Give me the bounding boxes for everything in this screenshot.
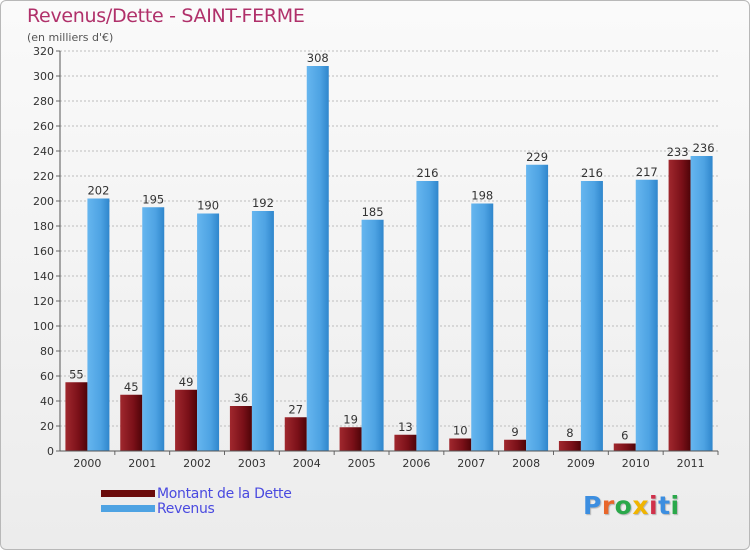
- data-label: 216: [416, 166, 438, 180]
- y-tick-label: 200: [33, 195, 54, 208]
- bar-revenus: [580, 181, 603, 451]
- bar-revenus: [416, 181, 439, 451]
- bar-dette: [284, 417, 307, 451]
- x-tick-label: 2004: [293, 457, 321, 470]
- logo-letter: x: [632, 491, 649, 520]
- bar-revenus: [306, 66, 329, 451]
- x-tick-label: 2010: [622, 457, 650, 470]
- data-label: 192: [252, 196, 274, 210]
- x-tick-label: 2001: [128, 457, 156, 470]
- data-label: 229: [526, 150, 548, 164]
- logo-letter: r: [601, 491, 615, 520]
- bar-dette: [229, 406, 252, 451]
- x-tick-label: 2003: [238, 457, 266, 470]
- bar-revenus: [197, 213, 220, 451]
- x-tick-label: 2000: [73, 457, 101, 470]
- y-tick-label: 320: [33, 45, 54, 58]
- bar-revenus: [471, 203, 494, 451]
- legend-swatch-revenus: [101, 505, 155, 512]
- x-tick-label: 2006: [402, 457, 430, 470]
- bar-dette: [120, 394, 143, 451]
- logo-letter: i: [649, 491, 659, 520]
- bar-dette: [339, 427, 362, 451]
- y-tick-label: 40: [40, 395, 54, 408]
- logo-letter: o: [614, 491, 633, 520]
- bar-revenus: [690, 156, 713, 451]
- legend-swatch-dette: [101, 490, 155, 497]
- data-label: 308: [307, 51, 329, 65]
- data-label: 185: [362, 205, 384, 219]
- y-tick-label: 220: [33, 170, 54, 183]
- data-label: 27: [288, 402, 303, 416]
- x-axis-ticks: 2000 2001 2002 2003 2004 2005 2006 2007 2008 2009…: [73, 451, 719, 470]
- data-label: 10: [453, 424, 468, 438]
- data-label: 202: [87, 184, 109, 198]
- y-tick-label: 160: [33, 245, 54, 258]
- data-label: 49: [179, 375, 194, 389]
- y-tick-label: 240: [33, 145, 54, 158]
- data-label: 198: [471, 189, 493, 203]
- y-axis-ticks: 0 20 40 60 80 100 120 140 160 180 200 220 240 260 280 3…: [33, 45, 60, 458]
- data-label: 190: [197, 199, 219, 213]
- data-label: 8: [566, 426, 573, 440]
- data-label: 216: [581, 166, 603, 180]
- y-tick-label: 140: [33, 270, 54, 283]
- grid-lines: [60, 50, 718, 452]
- bar-dette: [175, 389, 198, 451]
- bar-dette: [558, 441, 581, 451]
- x-tick-label: 2008: [512, 457, 540, 470]
- logo-letter: P: [583, 491, 602, 520]
- legend-label-dette: Montant de la Dette: [157, 486, 292, 502]
- data-label: 236: [693, 141, 715, 155]
- x-tick-label: 2007: [457, 457, 485, 470]
- x-tick-label: 2002: [183, 457, 211, 470]
- bar-revenus: [87, 198, 110, 451]
- y-tick-label: 20: [40, 420, 54, 433]
- chart-subtitle: (en milliers d'€): [27, 31, 114, 44]
- x-tick-label: 2009: [567, 457, 595, 470]
- y-tick-label: 0: [47, 445, 54, 458]
- data-label: 6: [621, 429, 628, 443]
- bar-revenus: [361, 219, 384, 451]
- y-tick-label: 60: [40, 370, 54, 383]
- data-labels: 55 202 45 195 49 190 36 192 27 308 19 185 13 216 10 198…: [69, 51, 714, 443]
- bar-dette: [613, 443, 636, 451]
- proxiti-logo: Proxiti: [583, 491, 680, 520]
- data-label: 55: [69, 367, 84, 381]
- chart-title: Revenus/Dette - SAINT-FERME: [27, 5, 305, 27]
- data-label: 217: [636, 165, 658, 179]
- logo-letter: t: [658, 491, 671, 520]
- logo-letter: i: [670, 491, 680, 520]
- bar-revenus: [251, 211, 274, 451]
- bar-revenus: [526, 164, 549, 451]
- y-tick-label: 100: [33, 320, 54, 333]
- axes: [59, 51, 718, 452]
- data-label: 9: [511, 425, 518, 439]
- y-tick-label: 300: [33, 70, 54, 83]
- bar-dette: [394, 434, 417, 451]
- data-label: 195: [142, 192, 164, 206]
- data-label: 36: [234, 391, 249, 405]
- bar-dette: [504, 439, 527, 451]
- data-label: 19: [343, 412, 358, 426]
- legend-label-revenus: Revenus: [157, 501, 215, 517]
- data-label: 233: [667, 145, 689, 159]
- data-label: 13: [398, 420, 413, 434]
- y-tick-label: 80: [40, 345, 54, 358]
- bar-dette: [449, 438, 472, 451]
- y-tick-label: 280: [33, 95, 54, 108]
- data-label: 45: [124, 380, 139, 394]
- x-tick-label: 2005: [348, 457, 376, 470]
- x-tick-label: 2011: [677, 457, 705, 470]
- y-tick-label: 180: [33, 220, 54, 233]
- bar-revenus: [635, 179, 658, 451]
- bars: [65, 66, 713, 451]
- y-tick-label: 120: [33, 295, 54, 308]
- bar-dette: [668, 159, 691, 451]
- bar-revenus: [142, 207, 165, 451]
- y-tick-label: 260: [33, 120, 54, 133]
- bar-dette: [65, 382, 88, 451]
